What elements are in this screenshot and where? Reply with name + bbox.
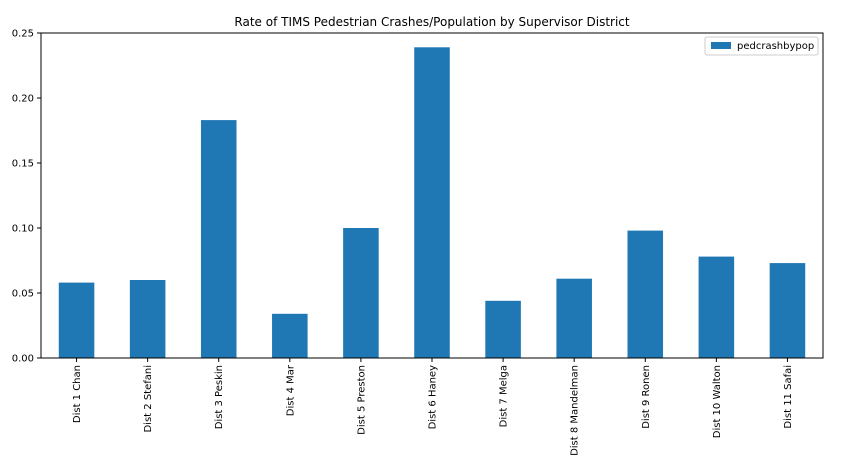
legend: pedcrashbypop bbox=[704, 36, 819, 56]
legend-label: pedcrashbypop bbox=[737, 41, 814, 52]
x-axis: Dist 1 Chan Dist 2 Stefani Dist 3 Peskin Di… bbox=[72, 358, 794, 456]
x-tick-label: Dist 6 Haney bbox=[428, 365, 439, 429]
x-tick-label: Dist 1 Chan bbox=[72, 365, 83, 423]
legend-box bbox=[704, 36, 819, 56]
y-tick-label: 0.00 bbox=[12, 354, 34, 365]
x-tick-label: Dist 8 Mandelman bbox=[570, 365, 581, 456]
chart-title: Rate of TIMS Pedestrian Crashes/Populati… bbox=[234, 15, 629, 29]
y-tick-label: 0.10 bbox=[12, 224, 34, 235]
bar bbox=[58, 282, 95, 358]
x-tick-label: Dist 3 Peskin bbox=[214, 365, 225, 429]
x-tick-label: Dist 4 Mar bbox=[285, 364, 296, 416]
bars bbox=[58, 47, 806, 359]
x-tick-label: Dist 7 Melga bbox=[499, 365, 510, 427]
bar bbox=[129, 280, 166, 358]
bar bbox=[343, 228, 379, 358]
y-axis: 0.00 0.05 0.10 0.15 0.20 0.25 bbox=[12, 29, 41, 365]
bar bbox=[272, 313, 308, 358]
bar bbox=[769, 263, 806, 358]
bar bbox=[698, 256, 735, 358]
x-tick-label: Dist 9 Ronen bbox=[641, 365, 652, 429]
x-tick-label: Dist 10 Walton bbox=[712, 365, 723, 438]
y-tick-label: 0.05 bbox=[12, 289, 34, 300]
x-tick-label: Dist 2 Stefani bbox=[143, 365, 154, 433]
bar bbox=[556, 278, 592, 358]
y-tick-label: 0.15 bbox=[12, 159, 34, 170]
x-tick-label: Dist 11 Safai bbox=[783, 365, 794, 429]
legend-swatch bbox=[711, 42, 731, 49]
bar bbox=[627, 230, 664, 358]
x-tick-label: Dist 5 Preston bbox=[356, 365, 367, 435]
y-tick-label: 0.20 bbox=[12, 94, 34, 105]
bar bbox=[414, 47, 450, 359]
bar bbox=[485, 300, 521, 358]
plot-frame bbox=[40, 32, 824, 359]
y-tick-label: 0.25 bbox=[12, 29, 34, 40]
bar bbox=[200, 120, 237, 358]
